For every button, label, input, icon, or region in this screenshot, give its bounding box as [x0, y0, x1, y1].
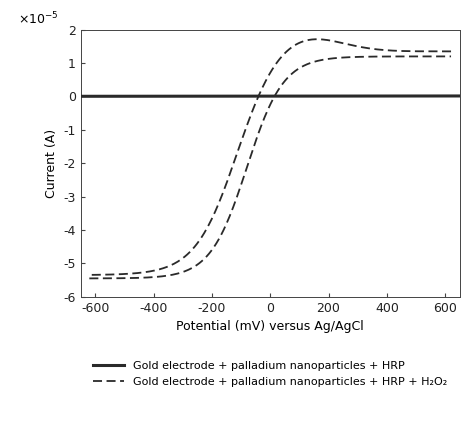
Gold electrode + palladium nanoparticles + HRP + H₂O₂ — [226, 176, 231, 181]
Gold electrode + palladium nanoparticles + HRP — [421, 93, 427, 98]
Text: $\times 10^{-5}$: $\times 10^{-5}$ — [18, 11, 59, 27]
Gold electrode + palladium nanoparticles + HRP + H₂O₂ — [314, 37, 319, 42]
X-axis label: Potential (mV) versus Ag/AgCl: Potential (mV) versus Ag/AgCl — [176, 320, 364, 333]
Gold electrode + palladium nanoparticles + HRP + H₂O₂ — [447, 49, 453, 54]
Gold electrode + palladium nanoparticles + HRP + H₂O₂ — [233, 155, 238, 160]
Line: Gold electrode + palladium nanoparticles + HRP + H₂O₂: Gold electrode + palladium nanoparticles… — [89, 39, 451, 275]
Gold electrode + palladium nanoparticles + HRP — [79, 94, 85, 99]
Gold electrode + palladium nanoparticles + HRP + H₂O₂ — [86, 272, 92, 277]
Gold electrode + palladium nanoparticles + HRP — [310, 94, 316, 99]
Gold electrode + palladium nanoparticles + HRP + H₂O₂ — [448, 49, 454, 54]
Gold electrode + palladium nanoparticles + HRP + H₂O₂ — [232, 158, 237, 163]
Gold electrode + palladium nanoparticles + HRP — [302, 94, 308, 99]
Gold electrode + palladium nanoparticles + HRP — [78, 94, 83, 99]
Gold electrode + palladium nanoparticles + HRP — [397, 93, 403, 98]
Gold electrode + palladium nanoparticles + HRP + H₂O₂ — [142, 270, 148, 275]
Y-axis label: Current (A): Current (A) — [45, 128, 58, 198]
Gold electrode + palladium nanoparticles + HRP + H₂O₂ — [119, 272, 125, 277]
Legend: Gold electrode + palladium nanoparticles + HRP, Gold electrode + palladium nanop: Gold electrode + palladium nanoparticles… — [89, 356, 452, 392]
Gold electrode + palladium nanoparticles + HRP — [457, 93, 463, 98]
Gold electrode + palladium nanoparticles + HRP — [303, 94, 309, 99]
